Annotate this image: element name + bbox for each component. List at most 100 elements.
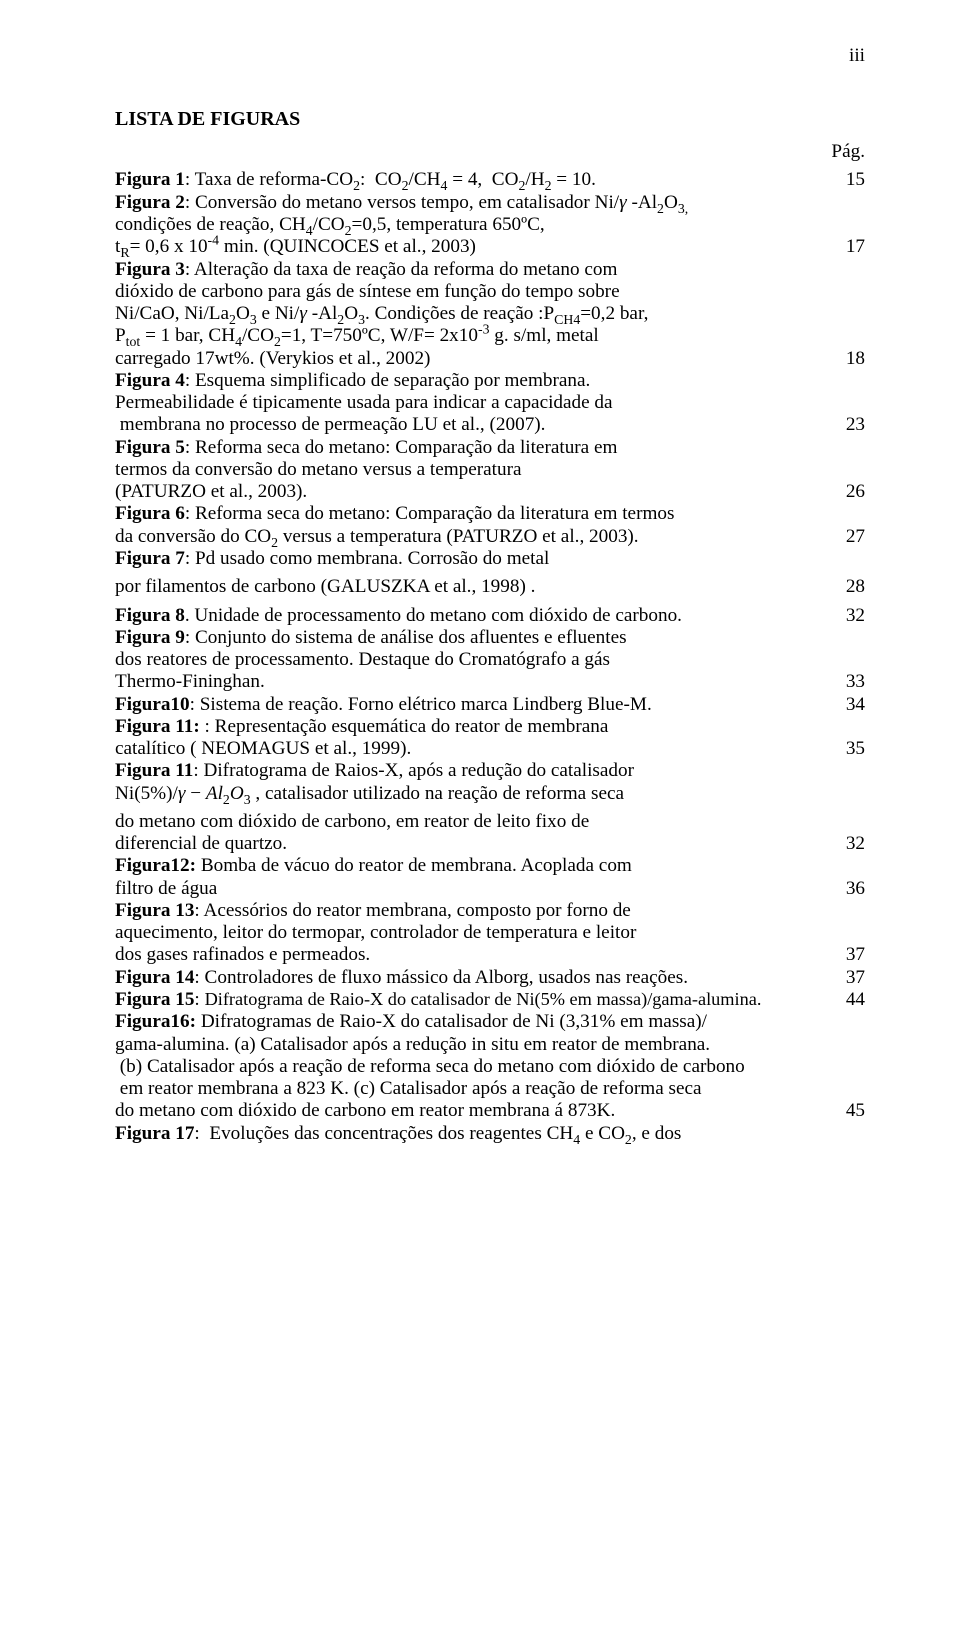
- figure-entry: Figura 5: Reforma seca do metano: Compar…: [115, 437, 865, 504]
- section-heading: LISTA DE FIGURAS: [115, 108, 865, 131]
- figure-entry-text: Figura 11: : Representação esquemática d…: [115, 716, 608, 738]
- figure-entry-line: gama-alumina. (a) Catalisador após a red…: [115, 1034, 865, 1056]
- figure-entry-text: diferencial de quartzo.: [115, 833, 287, 855]
- figure-entry: Figura 4: Esquema simplificado de separa…: [115, 370, 865, 437]
- figure-entry: Figura 14: Controladores de fluxo mássic…: [115, 967, 865, 989]
- figure-entry-text: dos reatores de processamento. Destaque …: [115, 649, 610, 671]
- figure-entry-line: Figura 1: Taxa de reforma-CO2: CO2/CH4 =…: [115, 169, 865, 191]
- figure-entry-text: dióxido de carbono para gás de síntese e…: [115, 281, 620, 303]
- figure-entry-text: em reator membrana a 823 K. (c) Catalisa…: [115, 1078, 702, 1100]
- figure-entry: Figura 9: Conjunto do sistema de análise…: [115, 627, 865, 694]
- figure-entry-line: Figura 17: Evoluções das concentrações d…: [115, 1123, 865, 1145]
- figure-entry-text: Figura 8. Unidade de processamento do me…: [115, 605, 682, 627]
- figure-entry-line: dióxido de carbono para gás de síntese e…: [115, 281, 865, 303]
- figure-entry-text: da conversão do CO2 versus a temperatura…: [115, 526, 639, 548]
- figure-entry-line: Figura 13: Acessórios do reator membrana…: [115, 900, 865, 922]
- figure-entry-line: Permeabilidade é tipicamente usada para …: [115, 392, 865, 414]
- figure-entry-page: 34: [815, 694, 865, 716]
- figure-entry: Figura 8. Unidade de processamento do me…: [115, 605, 865, 627]
- figure-entry: Figura10: Sistema de reação. Forno elétr…: [115, 694, 865, 716]
- figure-entry-page: 23: [815, 414, 865, 436]
- figure-entry-page: 33: [815, 671, 865, 693]
- figure-entry-line: (PATURZO et al., 2003). 26: [115, 481, 865, 503]
- figure-entry-line: dos gases rafinados e permeados.37: [115, 944, 865, 966]
- figure-entry-page: 27: [815, 526, 865, 548]
- figure-entry-text: Figura 1: Taxa de reforma-CO2: CO2/CH4 =…: [115, 169, 596, 191]
- figure-entry-text: condições de reação, CH4/CO2=0,5, temper…: [115, 214, 545, 236]
- figure-entry-text: Figura 13: Acessórios do reator membrana…: [115, 900, 631, 922]
- figure-entry-line: Figura 11: Difratograma de Raios-X, após…: [115, 760, 865, 782]
- figure-entry-text: Figura 15: Difratograma de Raio-X do cat…: [115, 989, 761, 1011]
- figure-entry-text: (PATURZO et al., 2003).: [115, 481, 307, 503]
- figure-entry-page: 32: [815, 833, 865, 855]
- figure-entry-line: Figura 9: Conjunto do sistema de análise…: [115, 627, 865, 649]
- figure-entry: Figura 11: : Representação esquemática d…: [115, 716, 865, 761]
- figure-entry-text: catalítico ( NEOMAGUS et al., 1999).: [115, 738, 411, 760]
- figure-entry-page: 44: [815, 989, 865, 1011]
- figure-entry-text: termos da conversão do metano versus a t…: [115, 459, 522, 481]
- figure-entry-line: Ni(5%)/γ − Al2O3 , catalisador utilizado…: [115, 783, 865, 805]
- figure-entry-text: Figura 4: Esquema simplificado de separa…: [115, 370, 590, 392]
- figure-entry: Figura 3: Alteração da taxa de reação da…: [115, 259, 865, 370]
- figure-entry-line: Figura 8. Unidade de processamento do me…: [115, 605, 865, 627]
- figure-entry-text: Ni(5%)/γ − Al2O3 , catalisador utilizado…: [115, 783, 624, 805]
- figure-entry-text: Figura 5: Reforma seca do metano: Compar…: [115, 437, 617, 459]
- figure-entry-text: Figura 7: Pd usado como membrana. Corros…: [115, 548, 549, 570]
- figure-entry-line: aquecimento, leitor do termopar, control…: [115, 922, 865, 944]
- figure-entry-page: 26: [815, 481, 865, 503]
- figure-entry-text: Ptot = 1 bar, CH4/CO2=1, T=750ºC, W/F= 2…: [115, 325, 599, 347]
- figure-entry-line: tR= 0,6 x 10-4 min. (QUINCOCES et al., 2…: [115, 236, 865, 258]
- figure-entry-line: catalítico ( NEOMAGUS et al., 1999). 35: [115, 738, 865, 760]
- figure-entry-text: Figura 2: Conversão do metano versos tem…: [115, 192, 688, 214]
- figure-entry-text: (b) Catalisador após a reação de reforma…: [115, 1056, 745, 1078]
- figure-entry: Figura 7: Pd usado como membrana. Corros…: [115, 548, 865, 599]
- figure-entry-line: Figura12: Bomba de vácuo do reator de me…: [115, 855, 865, 877]
- figure-entry-text: filtro de água: [115, 878, 217, 900]
- figure-entry-text: Figura 17: Evoluções das concentrações d…: [115, 1123, 681, 1145]
- page-column-label: Pág.: [115, 141, 865, 163]
- figure-entry: Figura 1: Taxa de reforma-CO2: CO2/CH4 =…: [115, 169, 865, 191]
- figure-entry-line: Ni/CaO, Ni/La2O3 e Ni/γ -Al2O3. Condiçõe…: [115, 303, 865, 325]
- figure-entry-line: diferencial de quartzo. 32: [115, 833, 865, 855]
- figure-entry-line: Figura 7: Pd usado como membrana. Corros…: [115, 548, 865, 570]
- figure-entry-line: da conversão do CO2 versus a temperatura…: [115, 526, 865, 548]
- figure-list: Figura 1: Taxa de reforma-CO2: CO2/CH4 =…: [115, 169, 865, 1144]
- figure-entry-page: 15: [815, 169, 865, 191]
- figure-entry-line: Figura 3: Alteração da taxa de reação da…: [115, 259, 865, 281]
- figure-entry-line: dos reatores de processamento. Destaque …: [115, 649, 865, 671]
- figure-entry-line: Figura 5: Reforma seca do metano: Compar…: [115, 437, 865, 459]
- figure-entry-line: Thermo-Fininghan.33: [115, 671, 865, 693]
- figure-entry-page: 37: [815, 944, 865, 966]
- figure-entry-line: condições de reação, CH4/CO2=0,5, temper…: [115, 214, 865, 236]
- figure-entry-line: Figura 2: Conversão do metano versos tem…: [115, 192, 865, 214]
- figure-entry: Figura 15: Difratograma de Raio-X do cat…: [115, 989, 865, 1011]
- figure-entry-text: Figura16: Difratogramas de Raio-X do cat…: [115, 1011, 707, 1033]
- figure-entry-line: Figura10: Sistema de reação. Forno elétr…: [115, 694, 865, 716]
- figure-entry: Figura 11: Difratograma de Raios-X, após…: [115, 760, 865, 855]
- figure-entry-line: filtro de água 36: [115, 878, 865, 900]
- figure-entry-line: Figura 14: Controladores de fluxo mássic…: [115, 967, 865, 989]
- figure-entry-text: Figura12: Bomba de vácuo do reator de me…: [115, 855, 632, 877]
- figure-entry-line: carregado 17wt%. (Verykios et al., 2002)…: [115, 348, 865, 370]
- figure-entry-text: membrana no processo de permeação LU et …: [115, 414, 545, 436]
- figure-entry-text: Permeabilidade é tipicamente usada para …: [115, 392, 613, 414]
- figure-entry-line: do metano com dióxido de carbono, em rea…: [115, 811, 865, 833]
- figure-entry-page: 35: [815, 738, 865, 760]
- page-number: iii: [849, 45, 865, 67]
- figure-entry-page: 32: [815, 605, 865, 627]
- figure-entry: Figura12: Bomba de vácuo do reator de me…: [115, 855, 865, 900]
- figure-entry-text: por filamentos de carbono (GALUSZKA et a…: [115, 576, 535, 598]
- figure-entry-text: Figura 6: Reforma seca do metano: Compar…: [115, 503, 674, 525]
- figure-entry-text: aquecimento, leitor do termopar, control…: [115, 922, 636, 944]
- figure-entry-text: Figura 14: Controladores de fluxo mássic…: [115, 967, 688, 989]
- figure-entry-line: membrana no processo de permeação LU et …: [115, 414, 865, 436]
- figure-entry-page: 36: [815, 878, 865, 900]
- figure-entry-text: do metano com dióxido de carbono, em rea…: [115, 811, 589, 833]
- figure-entry-text: Figura 9: Conjunto do sistema de análise…: [115, 627, 627, 649]
- figure-entry-text: tR= 0,6 x 10-4 min. (QUINCOCES et al., 2…: [115, 236, 476, 258]
- figure-entry-text: do metano com dióxido de carbono em reat…: [115, 1100, 615, 1122]
- figure-entry-text: Figura10: Sistema de reação. Forno elétr…: [115, 694, 652, 716]
- figure-entry-line: por filamentos de carbono (GALUSZKA et a…: [115, 576, 865, 598]
- figure-entry: Figura 2: Conversão do metano versos tem…: [115, 192, 865, 259]
- figure-entry-line: Figura 11: : Representação esquemática d…: [115, 716, 865, 738]
